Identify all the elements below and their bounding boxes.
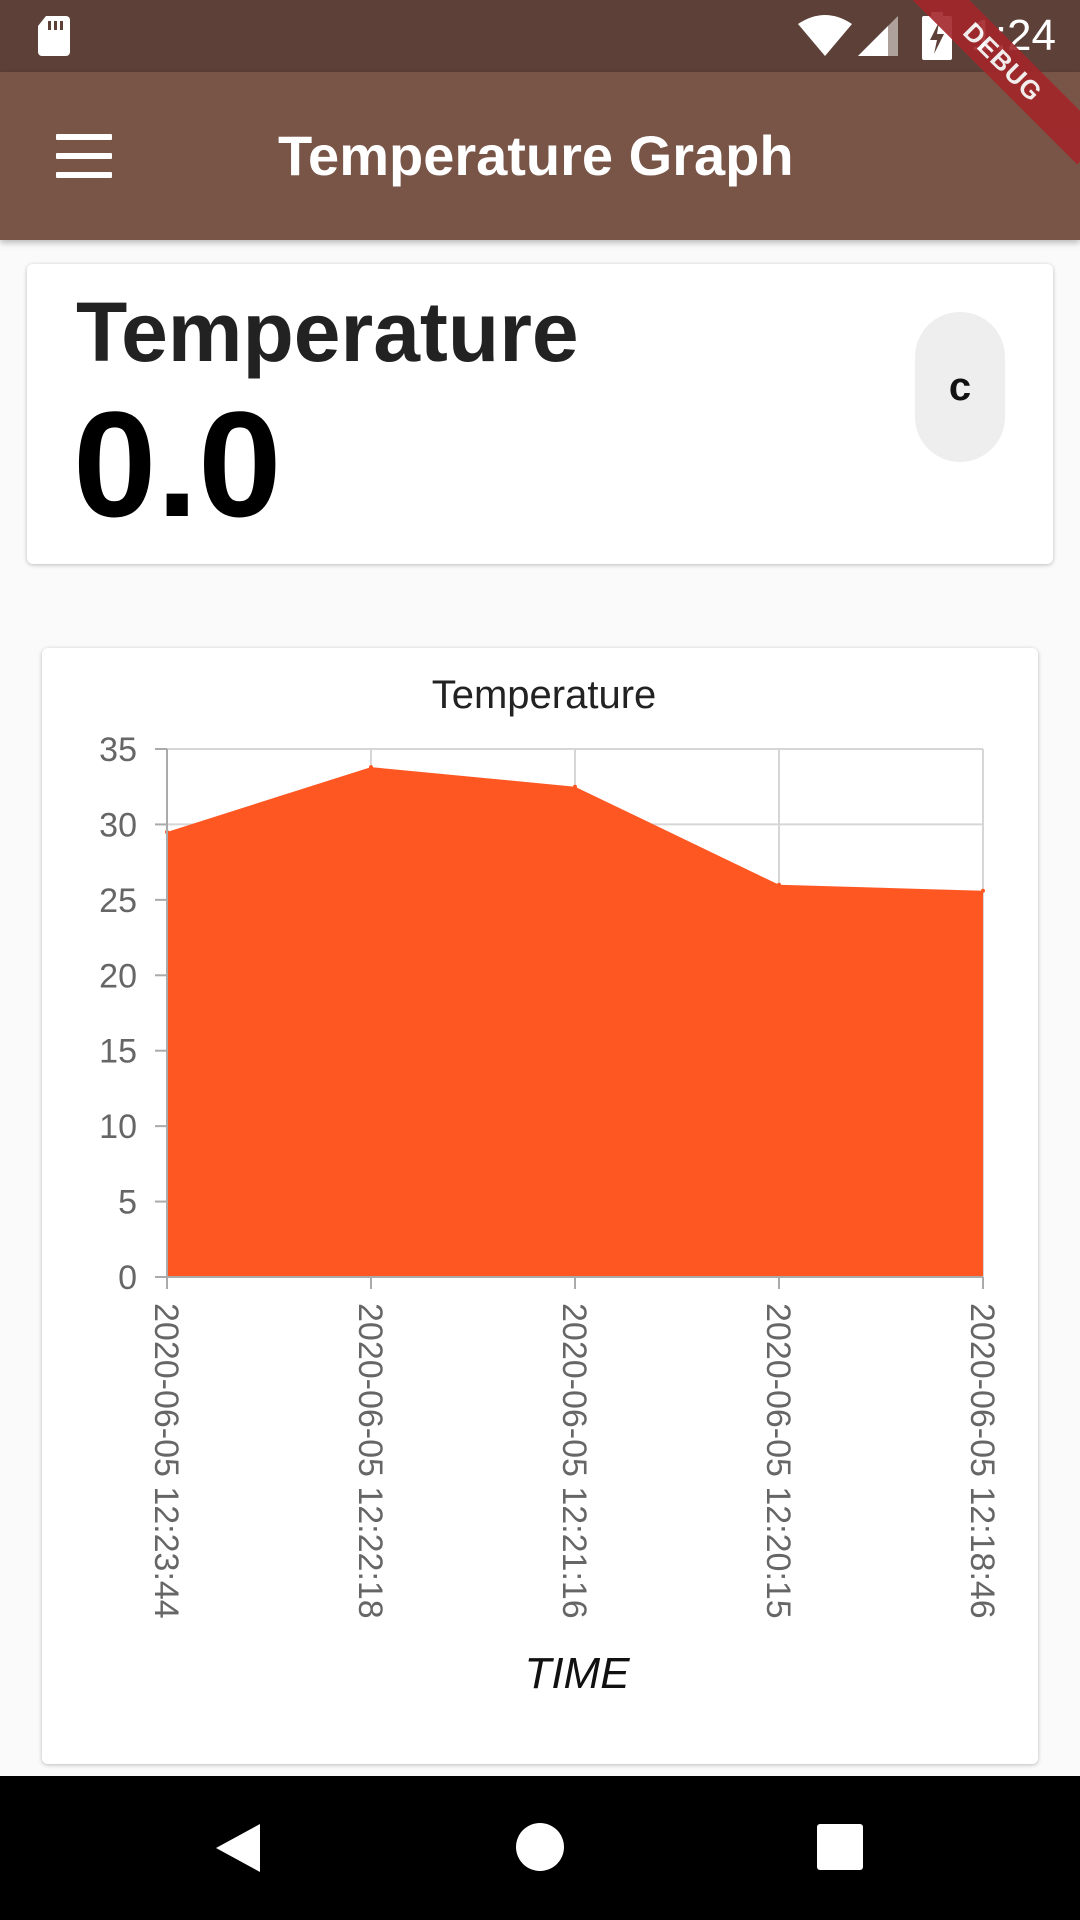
- unit-toggle-button[interactable]: c: [915, 312, 1005, 462]
- y-tick-label: 10: [99, 1108, 137, 1146]
- app-bar: Temperature Graph: [0, 72, 1080, 240]
- wifi-icon: [798, 15, 852, 56]
- x-tick-label: 2020-06-05 12:20:15: [759, 1303, 797, 1619]
- x-tick-label: 2020-06-05 12:18:46: [963, 1303, 1001, 1619]
- system-nav-bar: [0, 1776, 1080, 1920]
- temperature-card: Temperature 0.0 c: [27, 264, 1053, 564]
- data-point: [573, 784, 577, 789]
- y-tick-label: 15: [99, 1033, 137, 1071]
- y-tick-label: 5: [118, 1184, 137, 1222]
- y-tick-label: 30: [99, 806, 137, 844]
- home-icon[interactable]: [515, 1822, 565, 1872]
- x-tick-label: 2020-06-05 12:21:16: [555, 1303, 593, 1619]
- y-tick-label: 0: [118, 1259, 137, 1297]
- chart-x-axis-label: TIME: [524, 1649, 630, 1698]
- page-title: Temperature Graph: [278, 124, 794, 187]
- data-point: [777, 882, 781, 887]
- status-bar: 1:24: [0, 0, 1080, 72]
- hamburger-menu-icon[interactable]: [56, 134, 112, 178]
- battery-charging-icon: [922, 12, 952, 60]
- sd-card-icon: [38, 16, 70, 56]
- temperature-chart: 0 5 10 15 20 25 30 35 2020-06-05 12:23:44 2020-06…: [99, 673, 1001, 1698]
- back-icon[interactable]: [214, 1822, 262, 1874]
- cell-signal-icon: [858, 16, 898, 56]
- temperature-label: Temperature: [76, 285, 579, 379]
- chart-area-layer: [165, 765, 985, 1277]
- chart-axes: 0 5 10 15 20 25 30 35 2020-06-05 12:23:44 2020-06…: [99, 731, 1001, 1619]
- y-tick-label: 25: [99, 882, 137, 920]
- temperature-area: [167, 767, 983, 1277]
- y-tick-label: 20: [99, 957, 137, 995]
- data-point: [981, 888, 985, 893]
- x-tick-label: 2020-06-05 12:22:18: [351, 1303, 389, 1619]
- chart-title: Temperature: [432, 673, 657, 717]
- x-tick-label: 2020-06-05 12:23:44: [147, 1303, 185, 1619]
- recents-icon[interactable]: [817, 1824, 863, 1870]
- y-tick-label: 35: [99, 731, 137, 769]
- data-point: [369, 765, 373, 770]
- temperature-value: 0.0: [73, 380, 282, 548]
- status-time: 1:24: [970, 11, 1056, 60]
